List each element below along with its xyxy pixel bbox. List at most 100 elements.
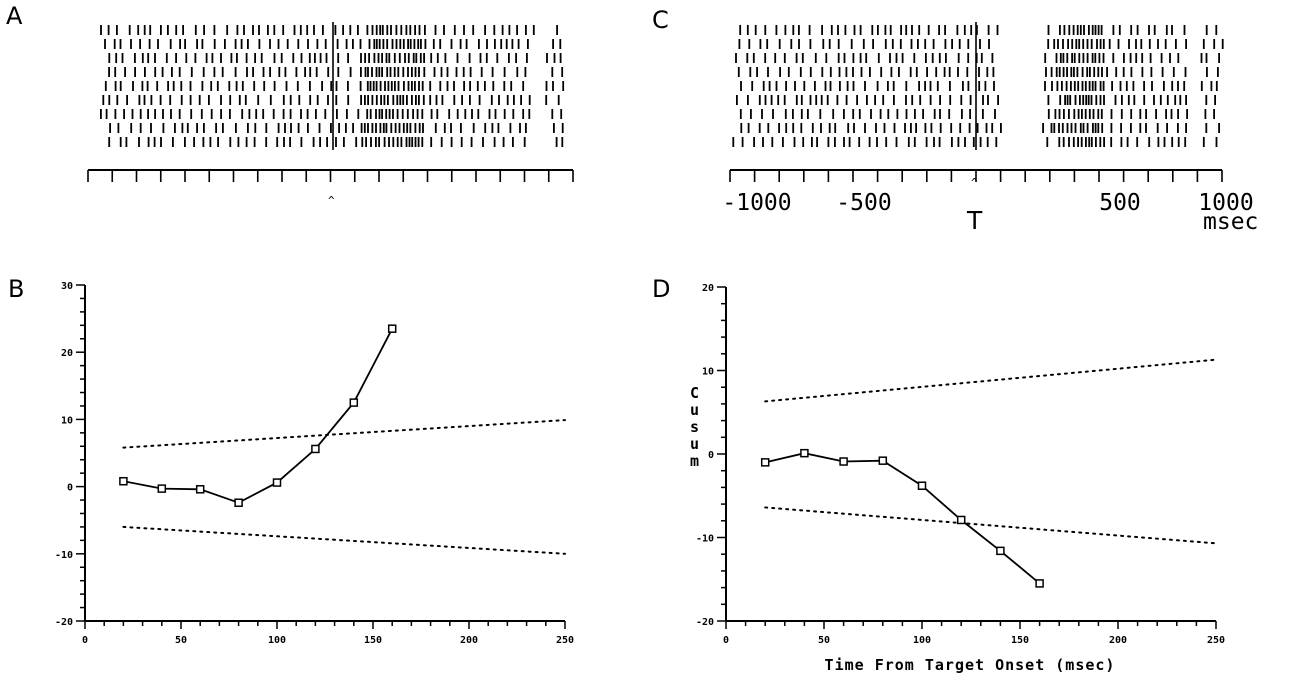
spike-mark [979,39,981,49]
spike-mark [503,109,506,119]
spike-mark [435,95,438,105]
spike-mark [282,25,285,35]
spike-mark [882,95,885,105]
spike-mark [147,53,150,63]
spike-mark [1045,67,1047,77]
spike-mark [285,81,288,91]
spike-mark [762,81,765,91]
spike-mark [462,67,465,77]
spike-mark [493,137,496,147]
spike-mark [1088,81,1091,91]
spike-mark [512,109,515,119]
spike-mark [1106,67,1108,77]
spike-mark [747,95,749,105]
spike-mark [390,25,392,35]
spike-mark [325,53,328,63]
spike-mark [124,67,126,77]
spike-mark [885,137,888,147]
cusum-point [387,324,397,333]
spike-mark [1177,123,1179,133]
spike-mark [267,25,269,35]
spike-mark [436,53,439,63]
spike-mark [415,95,417,105]
spike-mark [1120,137,1123,147]
spike-mark [395,25,398,35]
spike-mark [411,81,413,91]
spike-mark [919,95,922,105]
spike-mark [891,39,894,49]
spike-mark [296,81,299,91]
spike-mark [980,53,983,63]
spike-mark [1169,53,1171,63]
spike-mark [1202,137,1205,147]
spike-mark [1101,123,1104,133]
spike-mark [327,95,329,105]
spike-mark [766,39,769,49]
spike-mark [389,67,392,77]
spike-mark [532,25,535,35]
spike-mark [829,67,832,77]
spike-mark [403,81,405,91]
cusum-point [311,444,320,454]
spike-mark [926,67,928,77]
spike-mark [1077,81,1080,91]
spike-mark [962,81,964,91]
spike-mark [125,137,128,147]
spike-mark [229,95,232,105]
spike-mark [1202,39,1205,49]
spike-mark [787,67,790,77]
cusum-point [839,457,848,466]
spike-mark [1149,53,1152,63]
spike-mark [371,95,374,105]
spike-mark [154,109,156,119]
spike-mark [748,39,751,49]
spike-mark [156,81,159,91]
spike-mark [412,109,414,119]
spike-mark [1184,67,1187,77]
spike-mark [979,137,982,147]
spike-mark [498,95,500,105]
spike-mark [421,109,424,119]
spike-mark [398,123,401,133]
spike-mark [430,53,433,63]
spike-mark [1119,81,1122,91]
spike-mark [884,39,887,49]
spike-mark [1079,123,1082,133]
spike-mark [764,53,767,63]
spike-mark [1110,109,1113,119]
spike-mark [762,137,764,147]
spike-mark [809,95,812,105]
spike-mark [976,25,978,35]
spike-mark [1145,109,1147,119]
spike-mark [852,67,854,77]
spike-mark [477,109,480,119]
spike-mark [213,25,216,35]
spike-mark [190,109,193,119]
spike-mark [950,123,953,133]
spike-mark [411,95,413,105]
spike-mark [1091,53,1094,63]
spike-mark [553,53,556,63]
spike-mark [1136,137,1139,147]
spike-mark [792,123,795,133]
spike-mark [933,137,935,147]
spike-mark [1150,67,1153,77]
panel-label-d: D [652,275,670,303]
spike-mark [108,137,111,147]
spike-mark [295,67,298,77]
spike-mark [300,109,302,119]
spike-mark [171,67,173,77]
spike-mark [221,67,224,77]
spike-mark [501,25,504,35]
spike-mark [877,25,879,35]
spike-mark [968,123,971,133]
cusum-chart-b: -20 -10 0 10 20 30 0 50 100 150 200 250 [55,281,574,646]
chart-d-xlabel: Time From Target Onset (msec) [825,656,1116,674]
spike-mark [895,137,898,147]
spike-mark [373,39,376,49]
upper-bound-line [764,358,1217,403]
spike-mark [749,67,752,77]
spike-mark [476,81,479,91]
spike-mark [997,95,999,105]
spike-mark [768,81,771,91]
